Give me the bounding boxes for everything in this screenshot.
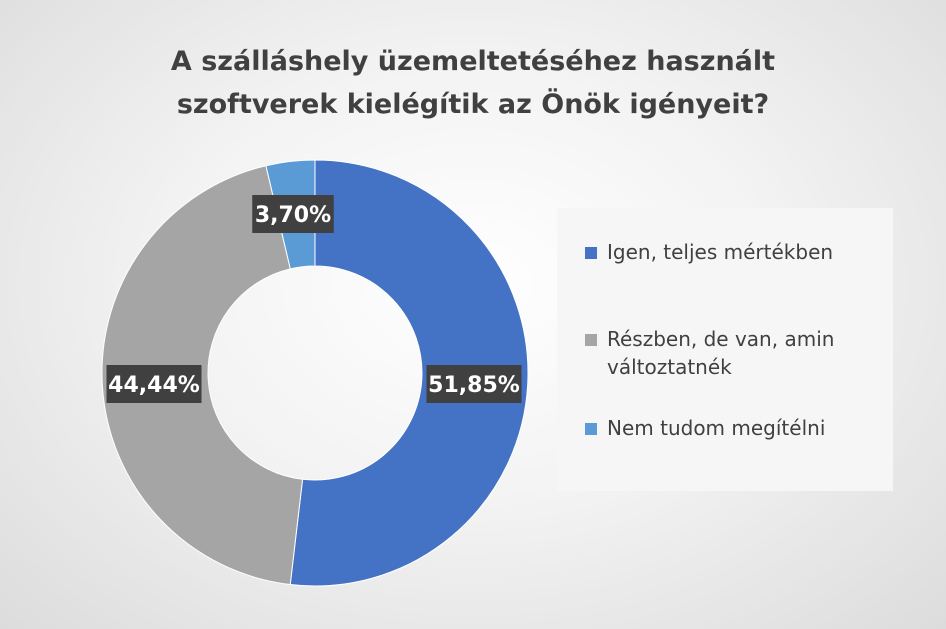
legend-item-igen: Igen, teljes mértékben [585,238,897,266]
data-label-nem-tudom: 3,70% [252,195,334,233]
chart-title-line-1: A szálláshely üzemeltetéséhez használt [170,46,776,77]
legend-label-nem-tudom: Nem tudom megítélni [607,416,826,440]
legend: Igen, teljes mértékben Részben, de van, … [557,208,893,491]
legend-swatch-nem-tudom [585,423,597,435]
legend-swatch-reszben [585,334,597,346]
legend-label-igen: Igen, teljes mértékben [607,240,834,264]
data-label-igen: 51,85% [426,365,522,403]
legend-swatch-igen [585,247,597,259]
data-label-box-nem-tudom [252,195,334,233]
chart-title-line-2: szoftverek kielégítik az Önök igényeit? [176,89,770,120]
legend-item-reszben: Részben, de van, amin változtatnék [585,325,872,381]
data-label-text-reszben: 44,44% [108,373,200,398]
legend-label-reszben: Részben, de van, amin változtatnék [607,327,835,379]
legend-item-nem-tudom: Nem tudom megítélni [585,414,897,442]
data-label-text-nem-tudom: 3,70% [255,203,331,228]
chart-title: A szálláshely üzemeltetéséhez használt s… [0,40,946,126]
data-label-box-reszben [106,365,202,403]
data-label-box-igen [426,365,522,403]
data-label-text-igen: 51,85% [428,373,520,398]
donut-slice-igen [289,159,529,587]
donut-slice-reszben [101,165,304,586]
data-label-reszben: 44,44% [106,365,202,403]
